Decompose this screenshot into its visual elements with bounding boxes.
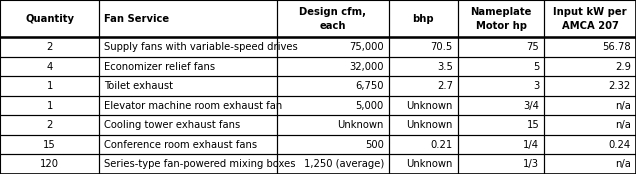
Bar (99, 0, 277, 37)
Bar (99, 135, 277, 155)
Text: n/a: n/a (615, 159, 631, 169)
Text: 32,000: 32,000 (349, 62, 384, 72)
Text: Quantity: Quantity (25, 14, 74, 24)
Bar (99, 96, 277, 116)
Text: Elevator machine room exhaust fan: Elevator machine room exhaust fan (104, 101, 283, 111)
Bar (277, 76, 389, 96)
Bar (99, 116, 277, 135)
Bar (458, 57, 544, 76)
Text: 1: 1 (46, 101, 53, 111)
Text: 3/4: 3/4 (523, 101, 539, 111)
Text: Economizer relief fans: Economizer relief fans (104, 62, 216, 72)
Text: 5,000: 5,000 (356, 101, 384, 111)
Bar (277, 135, 389, 155)
Text: Design cfm,: Design cfm, (299, 7, 366, 17)
Text: 2: 2 (46, 120, 53, 130)
Text: Unknown: Unknown (406, 101, 453, 111)
Text: bhp: bhp (413, 14, 434, 24)
Bar (277, 57, 389, 76)
Text: 3: 3 (533, 81, 539, 91)
Text: Motor hp: Motor hp (476, 21, 527, 31)
Bar (99, 76, 277, 96)
Text: 2: 2 (46, 42, 53, 52)
Text: 75: 75 (527, 42, 539, 52)
Text: 0.24: 0.24 (609, 140, 631, 150)
Bar (458, 135, 544, 155)
Bar (0, 37, 99, 57)
Text: 75,000: 75,000 (349, 42, 384, 52)
Text: Fan Service: Fan Service (104, 14, 170, 24)
Bar (0, 135, 99, 155)
Bar (458, 0, 544, 37)
Text: 6,750: 6,750 (356, 81, 384, 91)
Bar (0, 96, 99, 116)
Bar (389, 37, 458, 57)
Bar (0, 0, 99, 37)
Bar (389, 155, 458, 174)
Text: 15: 15 (527, 120, 539, 130)
Text: n/a: n/a (615, 101, 631, 111)
Text: 500: 500 (365, 140, 384, 150)
Text: Toilet exhaust: Toilet exhaust (104, 81, 174, 91)
Bar (458, 155, 544, 174)
Bar (458, 96, 544, 116)
Text: 56.78: 56.78 (602, 42, 631, 52)
Text: Supply fans with variable-speed drives: Supply fans with variable-speed drives (104, 42, 298, 52)
Text: 0.21: 0.21 (431, 140, 453, 150)
Text: Nameplate: Nameplate (471, 7, 532, 17)
Text: 1,250 (average): 1,250 (average) (303, 159, 384, 169)
Bar (458, 116, 544, 135)
Bar (0, 57, 99, 76)
Text: 4: 4 (46, 62, 53, 72)
Bar (0, 155, 99, 174)
Bar (389, 76, 458, 96)
Text: Series-type fan-powered mixing boxes: Series-type fan-powered mixing boxes (104, 159, 296, 169)
Bar (277, 116, 389, 135)
Bar (458, 76, 544, 96)
Text: 120: 120 (40, 159, 59, 169)
Bar (277, 37, 389, 57)
Text: n/a: n/a (615, 120, 631, 130)
Bar (0, 116, 99, 135)
Bar (544, 37, 636, 57)
Text: Cooling tower exhaust fans: Cooling tower exhaust fans (104, 120, 240, 130)
Text: 15: 15 (43, 140, 56, 150)
Text: each: each (319, 21, 346, 31)
Text: Input kW per: Input kW per (553, 7, 627, 17)
Bar (0, 76, 99, 96)
Bar (389, 116, 458, 135)
Text: 1/4: 1/4 (523, 140, 539, 150)
Bar (458, 37, 544, 57)
Bar (389, 0, 458, 37)
Bar (277, 155, 389, 174)
Bar (99, 37, 277, 57)
Bar (389, 57, 458, 76)
Text: 2.32: 2.32 (609, 81, 631, 91)
Bar (544, 57, 636, 76)
Text: 5: 5 (533, 62, 539, 72)
Text: 2.7: 2.7 (437, 81, 453, 91)
Bar (389, 135, 458, 155)
Bar (544, 0, 636, 37)
Text: Conference room exhaust fans: Conference room exhaust fans (104, 140, 258, 150)
Bar (99, 57, 277, 76)
Bar (277, 0, 389, 37)
Bar (544, 116, 636, 135)
Text: 1/3: 1/3 (523, 159, 539, 169)
Bar (544, 96, 636, 116)
Bar (277, 96, 389, 116)
Text: Unknown: Unknown (406, 120, 453, 130)
Bar (99, 155, 277, 174)
Text: Unknown: Unknown (337, 120, 384, 130)
Bar (544, 76, 636, 96)
Text: Unknown: Unknown (406, 159, 453, 169)
Text: AMCA 207: AMCA 207 (562, 21, 619, 31)
Text: 3.5: 3.5 (437, 62, 453, 72)
Text: 70.5: 70.5 (431, 42, 453, 52)
Bar (389, 96, 458, 116)
Text: 2.9: 2.9 (615, 62, 631, 72)
Bar (544, 155, 636, 174)
Text: 1: 1 (46, 81, 53, 91)
Bar (544, 135, 636, 155)
